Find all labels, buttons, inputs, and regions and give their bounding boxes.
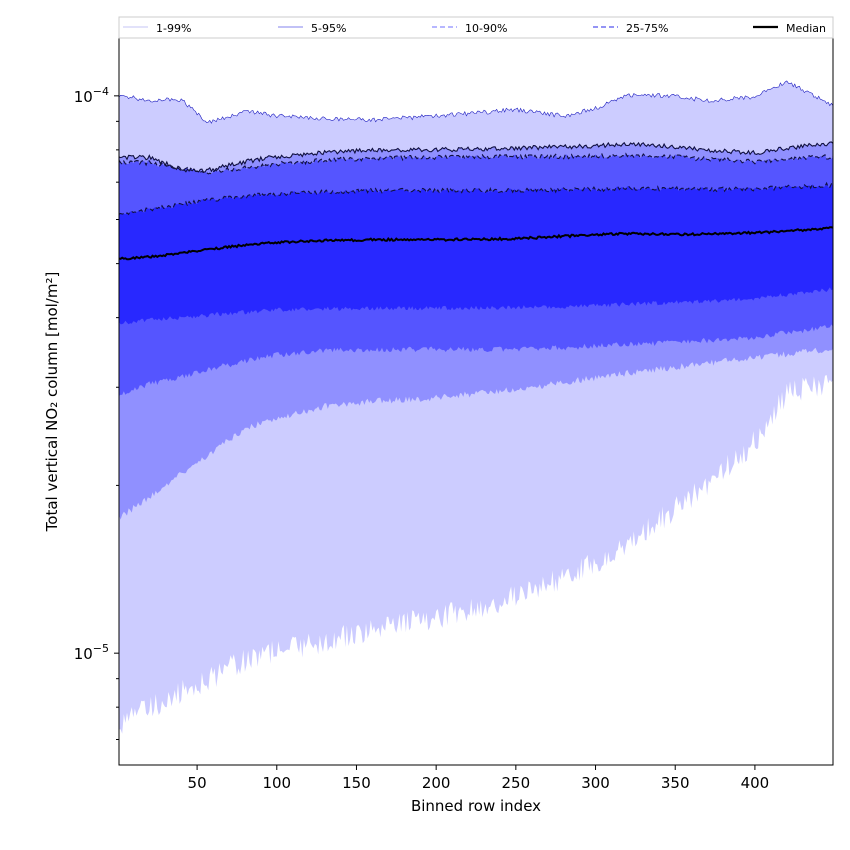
legend-label-25-75%: 25-75% <box>626 22 668 35</box>
y-axis-ticks: 10−5 10−4 <box>74 85 119 740</box>
legend-label-Median: Median <box>786 22 826 35</box>
x-tick-label: 250 <box>502 774 531 792</box>
x-tick-label: 200 <box>422 774 451 792</box>
percentile-edge-lines <box>118 80 834 216</box>
legend-label-10-90%: 10-90% <box>465 22 507 35</box>
median-line <box>118 226 834 261</box>
x-tick-label: 50 <box>188 774 207 792</box>
x-tick-label: 400 <box>741 774 770 792</box>
legend-label-1-99%: 1-99% <box>156 22 191 35</box>
y-tick-label: 10−4 <box>74 85 109 106</box>
legend-label-5-95%: 5-95% <box>311 22 346 35</box>
x-tick-label: 300 <box>581 774 610 792</box>
band-upper-edge-25-75% <box>118 181 834 216</box>
band-upper-edge-1-99% <box>118 80 834 124</box>
median-line-group <box>118 226 834 261</box>
y-tick-label: 10−5 <box>74 642 109 663</box>
x-tick-label: 150 <box>342 774 371 792</box>
band-25-75% <box>119 183 833 325</box>
x-axis-label: Binned row index <box>411 797 541 815</box>
y-axis-label: Total vertical NO₂ column [mol/m²] <box>43 272 61 533</box>
percentile-bands <box>119 80 833 734</box>
legend: 1-99% 5-95% 10-90% 25-75% Median <box>118 16 834 39</box>
x-axis-ticks: 50 100 150 200 250 300 350 400 <box>188 765 770 792</box>
x-tick-label: 100 <box>262 774 291 792</box>
band-upper-edge-5-95% <box>118 141 834 173</box>
legend-box <box>118 16 834 39</box>
band-upper-edge-10-90% <box>118 152 834 175</box>
x-tick-label: 350 <box>661 774 690 792</box>
